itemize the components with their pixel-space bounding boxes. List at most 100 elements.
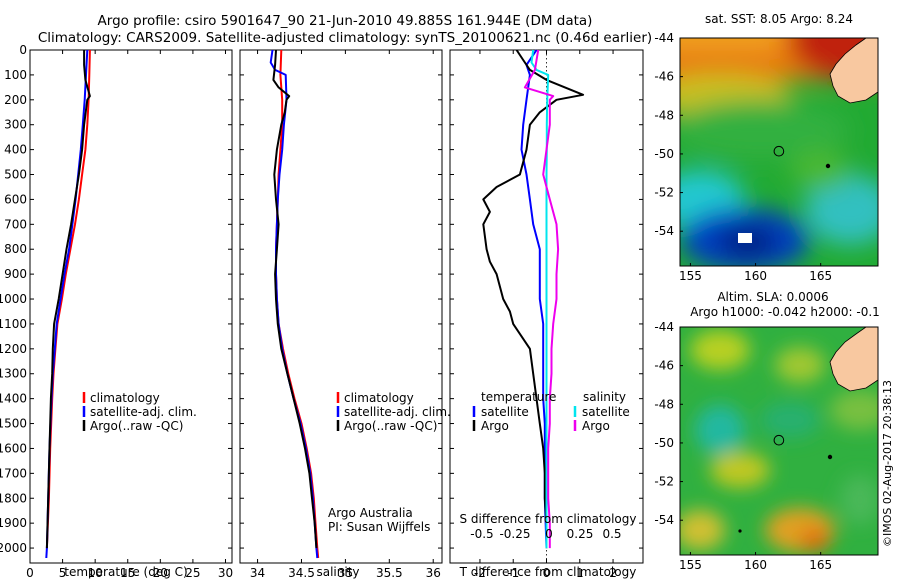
lon-tick-label: 160 <box>744 269 767 283</box>
depth-tick-label: 1500 <box>0 417 27 431</box>
sla-latitude-axis: -44 -46 -48 -50 -52 -54 <box>654 320 683 527</box>
lat-tick-label: -52 <box>654 475 674 489</box>
sla-map-title-line1: Altim. SLA: 0.0006 <box>717 290 828 304</box>
secondary-tick-label: -0.25 <box>499 527 530 541</box>
x-tick-label: 35 <box>338 566 353 580</box>
depth-tick-label: 1200 <box>0 342 27 356</box>
temperature-axis: 0 5 10 15 20 25 30 <box>26 50 233 580</box>
series-line <box>520 49 548 549</box>
x-tick-label: 0 <box>26 566 34 580</box>
sst-heatmap <box>680 38 878 266</box>
lon-tick-label: 165 <box>809 269 832 283</box>
sla-map-title-line2: Argo h1000: -0.042 h2000: -0.1 <box>690 305 880 319</box>
legend-label: satellite <box>582 405 630 419</box>
depth-tick-label: 1000 <box>0 292 27 306</box>
lon-tick-label: 155 <box>679 558 702 572</box>
depth-tick-label: 100 <box>4 68 27 82</box>
secondary-tick-label: 0.5 <box>602 527 621 541</box>
lon-tick-label: 160 <box>744 558 767 572</box>
sla-longitude-axis: 155 160 165 <box>679 552 832 572</box>
salinity-xlabel: salinity <box>316 565 359 579</box>
lon-tick-label: 155 <box>679 269 702 283</box>
sst-longitude-axis: 155 160 165 <box>679 263 832 283</box>
sla-map-frame <box>679 326 879 556</box>
legend-label: Argo <box>481 419 509 433</box>
depth-tick-label: 1800 <box>0 491 27 505</box>
difference-xlabel: T difference from climatology <box>459 565 637 579</box>
lat-tick-label: -48 <box>654 397 674 411</box>
temperature-plot-frame <box>29 49 233 564</box>
depth-tick-label: 1400 <box>0 392 27 406</box>
depth-tick-label: 200 <box>4 93 27 107</box>
lat-tick-label: -44 <box>654 31 674 45</box>
temperature-profile-panel: 0100200300400500600700800900100011001200… <box>0 43 233 580</box>
salinity-profile-panel: 34 34.5 35 35.5 36 salinity climatologysatel… <box>239 49 451 580</box>
depth-tick-label: 800 <box>4 242 27 256</box>
sst-latitude-axis: -44 -46 -48 -50 -52 -54 <box>654 31 683 238</box>
depth-tick-label: 1100 <box>0 317 27 331</box>
x-tick-label: 1 <box>576 566 584 580</box>
legend-label: climatology <box>344 391 414 405</box>
x-tick-label: -2 <box>474 566 486 580</box>
difference-series <box>482 49 585 549</box>
depth-tick-label: 900 <box>4 267 27 281</box>
lat-tick-label: -46 <box>654 359 674 373</box>
legend-label: satellite-adj. clim. <box>90 405 197 419</box>
series-line <box>45 50 91 549</box>
legend-label: Argo(..raw -QC) <box>90 419 183 433</box>
salinity-axis: 34 34.5 35 35.5 36 <box>250 50 441 580</box>
lon-tick-label: 165 <box>809 558 832 572</box>
x-tick-label: 20 <box>153 566 168 580</box>
temperature-xlabel: temperature (deg C) <box>64 565 187 579</box>
argo-location-marker <box>773 434 785 446</box>
legend-label: Argo(..raw -QC) <box>344 419 437 433</box>
depth-tick-label: 1600 <box>0 441 27 455</box>
series-line <box>272 49 318 549</box>
lat-tick-label: -50 <box>654 147 674 161</box>
x-tick-label: 2 <box>609 566 617 580</box>
credit-line1: Argo Australia <box>328 506 413 520</box>
land-mass <box>829 38 878 104</box>
legend-header: salinity <box>583 390 626 404</box>
lat-tick-label: -44 <box>654 320 674 334</box>
x-tick-label: 36 <box>426 566 441 580</box>
depth-tick-label: 400 <box>4 143 27 157</box>
depth-tick-label: 1700 <box>0 466 27 480</box>
depth-tick-label: 500 <box>4 168 27 182</box>
depth-tick-label: 300 <box>4 118 27 132</box>
x-tick-label: 15 <box>120 566 135 580</box>
x-tick-label: 25 <box>185 566 200 580</box>
figure-title-line2: Climatology: CARS2009. Satellite-adjuste… <box>38 30 652 46</box>
x-tick-label: -1 <box>507 566 519 580</box>
x-tick-label: 30 <box>218 566 233 580</box>
secondary-tick-label: 0 <box>545 527 553 541</box>
depth-tick-label: 2000 <box>0 541 27 555</box>
x-tick-label: 34.5 <box>288 566 315 580</box>
legend-label: climatology <box>90 391 160 405</box>
x-tick-label: 0 <box>543 566 551 580</box>
lat-tick-label: -54 <box>654 513 674 527</box>
series-line <box>482 49 585 549</box>
credit-line2: PI: Susan Wijffels <box>328 520 430 534</box>
salinity-difference-ticks: -0.5 -0.25 0 0.25 0.5 <box>470 527 621 541</box>
sla-heatmap <box>680 327 878 555</box>
salinity-series <box>269 49 320 559</box>
legend-label: Argo <box>582 419 610 433</box>
difference-profile-panel: -2 -1 0 1 2 T difference from climatology S … <box>449 49 644 580</box>
lat-tick-label: -54 <box>654 224 674 238</box>
lat-tick-label: -52 <box>654 186 674 200</box>
temperature-series <box>45 49 91 559</box>
argo-location-marker <box>773 145 785 157</box>
figure-title-line1: Argo profile: csiro 5901647_90 21-Jun-20… <box>98 13 593 29</box>
sst-map-title: sat. SST: 8.05 Argo: 8.24 <box>705 12 853 26</box>
x-tick-label: 10 <box>88 566 103 580</box>
series-line <box>523 49 560 549</box>
difference-depth-ticks <box>450 49 643 549</box>
depth-tick-label: 600 <box>4 192 27 206</box>
sla-map-panel: Altim. SLA: 0.0006 Argo h1000: -0.042 h2… <box>654 290 894 572</box>
lat-tick-label: -50 <box>654 436 674 450</box>
difference-legend: temperature salinitysatelliteArgosatellit… <box>472 390 630 433</box>
x-tick-label: 34 <box>250 566 265 580</box>
